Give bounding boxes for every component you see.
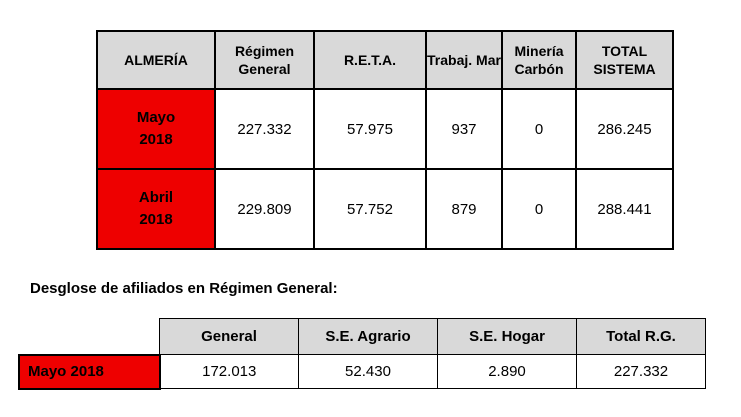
value-total-sistema: 286.245: [575, 88, 674, 170]
month-name: Abril: [138, 189, 174, 206]
value-trabaj-mar: 937: [425, 88, 503, 170]
value-mineria-carbon: 0: [501, 88, 577, 170]
header-trabaj-mar: Trabaj. Mar: [425, 30, 503, 90]
breakdown-title: Desglose de afiliados en Régimen General…: [30, 280, 338, 297]
value-general: 172.013: [159, 354, 299, 389]
value-se-agrario: 52.430: [298, 354, 438, 389]
month-cell: Abril 2018: [96, 168, 216, 250]
header-mineria-carbon: Minería Carbón: [501, 30, 577, 90]
value-reta: 57.752: [313, 168, 427, 250]
header-general: General: [159, 318, 299, 355]
header-se-agrario: S.E. Agrario: [298, 318, 438, 355]
value-total-rg: 227.332: [576, 354, 706, 389]
header-se-hogar: S.E. Hogar: [437, 318, 577, 355]
header-row: General S.E. Agrario S.E. Hogar Total R.…: [19, 318, 706, 355]
value-reta: 57.975: [313, 88, 427, 170]
table-row: Mayo 2018 172.013 52.430 2.890 227.332: [18, 353, 706, 390]
month-label: Mayo 2018: [18, 353, 161, 390]
month-name: Mayo: [136, 109, 176, 126]
affiliates-summary-table: ALMERÍA Régimen General R.E.T.A. Trabaj.…: [96, 30, 674, 250]
value-mineria-carbon: 0: [501, 168, 577, 250]
value-total-sistema: 288.441: [575, 168, 674, 250]
breakdown-table: General S.E. Agrario S.E. Hogar Total R.…: [18, 318, 706, 390]
header-row: ALMERÍA Régimen General R.E.T.A. Trabaj.…: [96, 30, 674, 90]
value-trabaj-mar: 879: [425, 168, 503, 250]
header-regimen-general: Régimen General: [214, 30, 315, 90]
header-reta: R.E.T.A.: [313, 30, 427, 90]
table-row: Mayo 2018 227.332 57.975 937 0 286.245: [96, 88, 674, 170]
header-almeria: ALMERÍA: [96, 30, 216, 90]
value-regimen-general: 227.332: [214, 88, 315, 170]
empty-corner: [19, 319, 160, 355]
month-year: 2018: [139, 211, 173, 228]
header-total-rg: Total R.G.: [576, 318, 706, 355]
header-total-sistema: TOTAL SISTEMA: [575, 30, 674, 90]
table-row: Abril 2018 229.809 57.752 879 0 288.441: [96, 168, 674, 250]
value-regimen-general: 229.809: [214, 168, 315, 250]
month-cell: Mayo 2018: [96, 88, 216, 170]
value-se-hogar: 2.890: [437, 354, 577, 389]
month-year: 2018: [139, 131, 173, 148]
